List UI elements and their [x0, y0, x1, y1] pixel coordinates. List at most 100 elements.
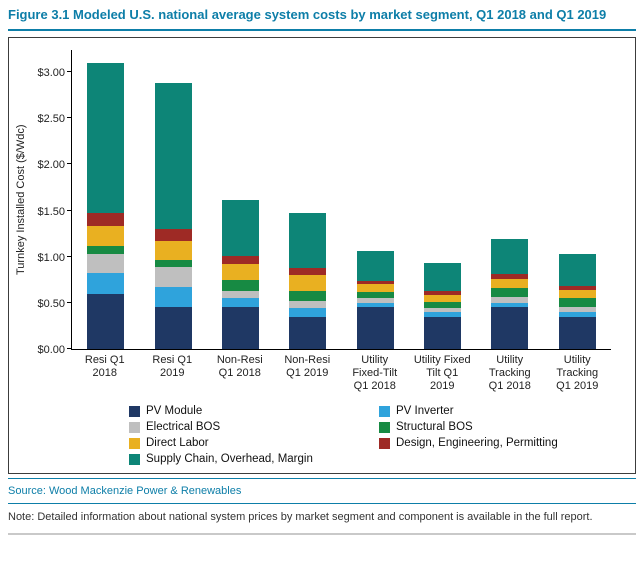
bar-segment — [356, 307, 394, 349]
bar-group-6 — [412, 263, 474, 349]
bar-segment — [424, 301, 462, 309]
bar-group-1 — [75, 62, 137, 349]
x-axis-label: Resi Q1 2018 — [84, 354, 125, 379]
stacked-bar — [289, 213, 327, 349]
bar-segment — [491, 288, 529, 298]
bar-segment — [221, 279, 259, 291]
plot-area — [67, 50, 611, 350]
y-tick-mark — [67, 348, 72, 349]
stacked-bar — [356, 251, 394, 349]
x-axis-label: Non-Resi Q1 2018 — [216, 354, 263, 379]
bar-segment — [87, 293, 125, 349]
bar-group-5 — [344, 251, 406, 349]
x-axis-label: Utility Tracking Q1 2018 — [488, 354, 531, 392]
bar-segment — [87, 253, 125, 274]
figure-title: Figure 3.1 Modeled U.S. national average… — [8, 7, 607, 22]
legend-item: Supply Chain, Overhead, Margin — [129, 453, 379, 465]
legend: PV Module PV Inverter Electrical BOS Struct… — [129, 405, 629, 465]
title-divider — [8, 29, 636, 31]
y-axis-title: Turnkey Installed Cost ($/Wdc) — [15, 124, 27, 276]
bottom-divider — [8, 533, 636, 535]
legend-label: Electrical BOS — [146, 421, 221, 433]
y-axis: $0.00 $0.50 $1.00 $1.50 $2.00 $2.50 $3.00 — [29, 50, 71, 356]
y-tick-mark — [67, 71, 72, 73]
bar-segment — [154, 229, 192, 242]
bar-segment — [356, 280, 394, 285]
y-tick-mark — [67, 117, 72, 119]
bar-segment — [154, 266, 192, 288]
bar-segment — [221, 290, 259, 299]
bar-segment — [558, 286, 596, 290]
y-tick-label: $0.50 — [37, 297, 65, 310]
chart-body: Turnkey Installed Cost ($/Wdc) $0.00 $0.5… — [13, 50, 629, 356]
y-tick-label: $0.00 — [37, 344, 65, 356]
bar-segment — [356, 251, 394, 281]
legend-swatch-icon — [129, 405, 140, 417]
x-axis-labels: Resi Q1 2018 Resi Q1 2019 Non-Resi Q1 2018… — [71, 354, 611, 393]
bar-segment — [356, 284, 394, 292]
y-tick-mark — [67, 209, 72, 211]
legend-label: Structural BOS — [396, 421, 473, 433]
bar-segment — [289, 308, 327, 317]
bar-segment — [558, 312, 596, 317]
bar-segment — [87, 273, 125, 294]
y-tick-mark — [67, 255, 72, 257]
bars — [72, 50, 611, 349]
stacked-bar — [424, 263, 462, 349]
bar-segment — [491, 278, 529, 289]
stacked-bar — [154, 83, 192, 349]
bar-segment — [356, 291, 394, 299]
source-divider-top — [8, 478, 636, 479]
bar-segment — [424, 290, 462, 295]
y-tick-label: $1.00 — [37, 251, 65, 264]
bar-segment — [289, 290, 327, 302]
legend-item: Structural BOS — [379, 421, 629, 433]
y-tick-label: $3.00 — [37, 67, 65, 80]
x-axis-label: Utility Fixed-Tilt Q1 2018 — [352, 354, 398, 392]
stacked-bar — [558, 253, 596, 349]
bar-segment — [491, 302, 529, 308]
legend-swatch-icon — [379, 421, 390, 433]
bar-segment — [356, 298, 394, 303]
bar-segment — [221, 264, 259, 280]
source-divider-bottom — [8, 503, 636, 504]
bar-segment — [289, 301, 327, 309]
source-text: Source: Wood Mackenzie Power & Renewable… — [8, 485, 242, 497]
legend-swatch-icon — [129, 421, 140, 433]
bar-segment — [154, 307, 192, 349]
bar-group-8 — [546, 253, 608, 349]
x-axis-label: Non-Resi Q1 2019 — [284, 354, 331, 379]
x-axis-label: Utility Tracking Q1 2019 — [556, 354, 599, 392]
y-tick-mark — [67, 301, 72, 303]
bar-segment — [154, 287, 192, 308]
bar-group-3 — [209, 199, 271, 349]
bar-segment — [491, 307, 529, 349]
bar-group-2 — [142, 83, 204, 349]
legend-item: Electrical BOS — [129, 421, 379, 433]
bar-segment — [221, 255, 259, 265]
legend-label: PV Inverter — [396, 405, 454, 417]
bar-group-4 — [277, 213, 339, 349]
bar-segment — [558, 316, 596, 349]
bar-group-7 — [479, 239, 541, 349]
y-tick-label: $1.50 — [37, 205, 65, 218]
legend-label: Direct Labor — [146, 437, 209, 449]
stacked-bar — [87, 62, 125, 349]
bar-segment — [491, 297, 529, 303]
bar-segment — [424, 263, 462, 291]
bar-segment — [221, 199, 259, 256]
bar-segment — [558, 253, 596, 287]
legend-swatch-icon — [129, 437, 140, 449]
bar-segment — [424, 316, 462, 349]
stacked-bar — [491, 239, 529, 349]
x-axis-label: Resi Q1 2019 — [152, 354, 193, 379]
bar-segment — [87, 226, 125, 246]
bar-segment — [87, 62, 125, 214]
legend-label: PV Module — [146, 405, 203, 417]
bar-segment — [154, 241, 192, 260]
legend-item: Design, Engineering, Permitting — [379, 437, 629, 449]
legend-swatch-icon — [379, 437, 390, 449]
note-text: Note: Detailed information about nationa… — [8, 511, 593, 523]
bar-segment — [491, 239, 529, 275]
chart-frame: Turnkey Installed Cost ($/Wdc) $0.00 $0.5… — [8, 37, 636, 474]
